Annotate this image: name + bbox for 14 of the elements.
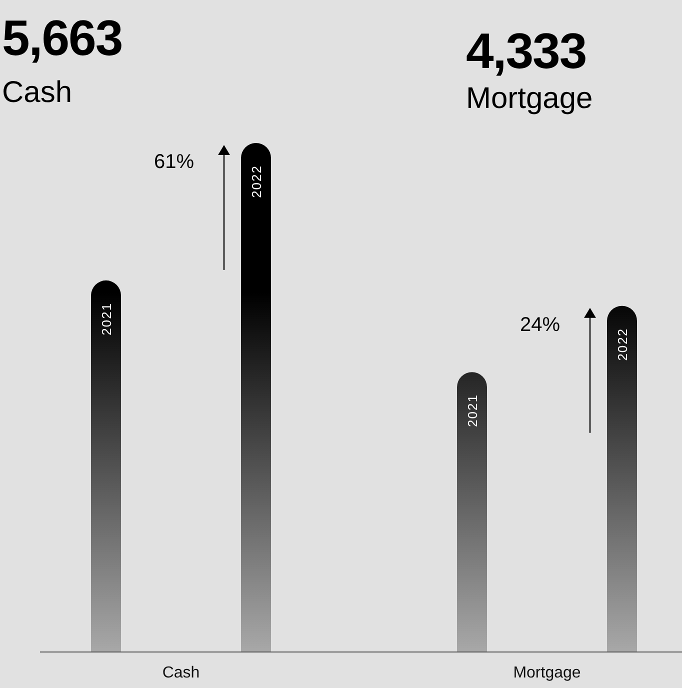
text: 2021 — [465, 394, 480, 427]
annotation: 24% — [520, 314, 560, 336]
series-label: 2022 — [249, 165, 264, 198]
bar — [91, 280, 121, 652]
annotation: 61% — [154, 151, 194, 173]
bar — [241, 143, 271, 652]
text: 5,663 — [2, 10, 122, 66]
bar — [457, 372, 487, 652]
text: Cash — [2, 76, 72, 109]
series-label: 2021 — [99, 302, 114, 336]
text: Mortgage — [466, 82, 593, 115]
text: 2022 — [615, 328, 630, 361]
text: 4,333 — [466, 23, 586, 79]
bar — [607, 306, 637, 652]
